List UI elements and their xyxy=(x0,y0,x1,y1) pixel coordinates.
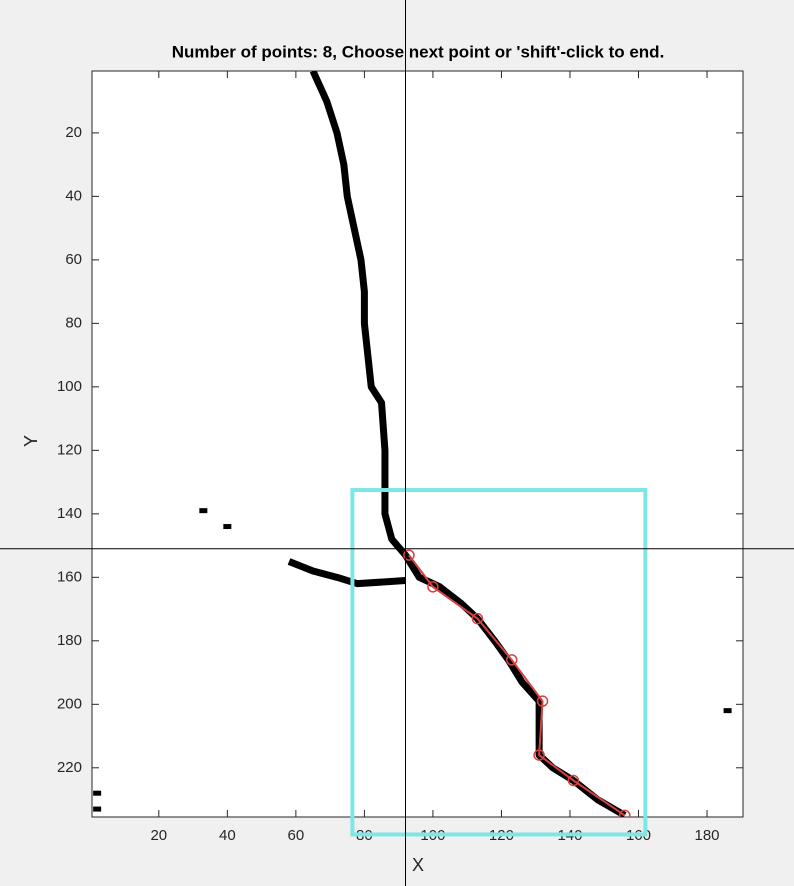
speck xyxy=(93,791,101,796)
x-tick-label: 60 xyxy=(288,827,305,844)
x-axis-label: X xyxy=(412,855,424,875)
y-tick-label: 160 xyxy=(57,568,82,585)
chart-title: Number of points: 8, Choose next point o… xyxy=(172,42,665,61)
y-tick-label: 100 xyxy=(57,378,82,395)
y-axis-label: Y xyxy=(21,435,41,447)
speck xyxy=(223,524,231,529)
y-tick-label: 40 xyxy=(65,187,82,204)
y-tick-label: 60 xyxy=(65,251,82,268)
speck xyxy=(93,807,101,812)
x-tick-label: 40 xyxy=(219,827,236,844)
y-tick-label: 200 xyxy=(57,695,82,712)
speck xyxy=(724,708,732,713)
y-tick-label: 20 xyxy=(65,124,82,141)
y-tick-label: 80 xyxy=(65,314,82,331)
y-tick-label: 180 xyxy=(57,632,82,649)
y-tick-label: 120 xyxy=(57,441,82,458)
speck xyxy=(199,508,207,513)
x-tick-label: 180 xyxy=(695,827,720,844)
x-tick-label: 20 xyxy=(150,827,167,844)
y-tick-label: 220 xyxy=(57,759,82,776)
figure: Number of points: 8, Choose next point o… xyxy=(0,0,794,886)
y-tick-label: 140 xyxy=(57,505,82,522)
